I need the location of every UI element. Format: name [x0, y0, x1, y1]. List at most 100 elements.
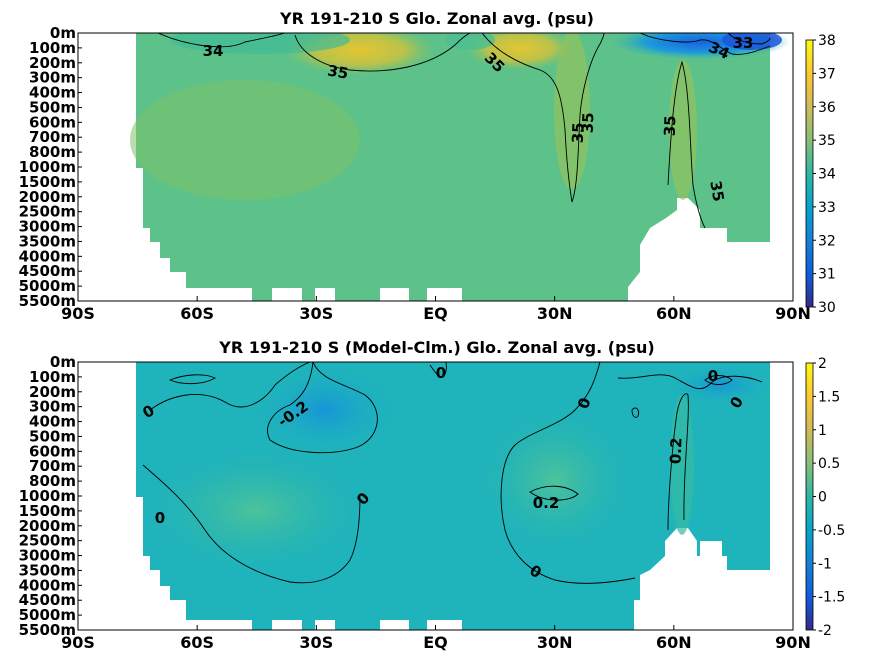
- top-contour: [727, 33, 771, 45]
- colorbar-tick-label: 35: [818, 133, 836, 149]
- y-tick-label: 700m: [29, 128, 76, 146]
- x-tick-label: 90S: [61, 304, 95, 323]
- y-tick-label: 4500m: [19, 262, 76, 280]
- y-tick-label: 4000m: [19, 247, 76, 265]
- colorbar-tick-label: -2: [818, 623, 832, 639]
- bottom-positive-patch: [670, 395, 694, 535]
- top-contour: [667, 60, 706, 229]
- top-colorbar-ticks: 38 37 36 35 34 33 32 31 30: [813, 33, 836, 316]
- bottom-contour: [529, 485, 579, 501]
- y-tick-label: 300m: [29, 69, 76, 87]
- colorbar-tick-label: 0.5: [818, 456, 840, 472]
- y-tick-label: 0m: [50, 353, 76, 371]
- top-contour: [294, 33, 471, 72]
- x-tick-label: 60N: [656, 633, 692, 652]
- top-title: YR 191-210 S Glo. Zonal avg. (psu): [279, 9, 594, 28]
- top-panel: YR 191-210 S Glo. Zonal avg. (psu) 34: [19, 9, 836, 323]
- top-patch: [445, 33, 495, 50]
- y-tick-label: 0m: [50, 24, 76, 42]
- x-tick-label: 90S: [61, 633, 95, 652]
- colorbar-tick-label: 1.5: [818, 389, 840, 405]
- y-tick-label: 300m: [29, 398, 76, 416]
- bottom-contour: [617, 374, 763, 390]
- x-tick-label: 90N: [775, 304, 811, 323]
- y-tick-label: 5500m: [19, 292, 76, 310]
- y-tick-label: 700m: [29, 457, 76, 475]
- contour-label: 35: [579, 112, 598, 133]
- top-fresh-patch: [722, 33, 782, 50]
- x-tick-label: 60S: [180, 304, 214, 323]
- y-tick-label: 600m: [29, 113, 76, 131]
- bottom-contour: [667, 393, 689, 531]
- colorbar-tick-label: 38: [818, 33, 836, 49]
- y-tick-label: 2500m: [19, 532, 76, 550]
- colorbar-tick-label: 2: [818, 356, 827, 372]
- y-tick-label: 500m: [29, 98, 76, 116]
- colorbar-tick-label: 1: [818, 423, 827, 439]
- contour-label: 33: [733, 34, 754, 52]
- x-tick-label: EQ: [423, 633, 448, 652]
- top-patch: [554, 33, 590, 190]
- bottom-colorbar: [805, 362, 814, 631]
- top-contour: [157, 33, 286, 48]
- y-tick-label: 500m: [29, 427, 76, 445]
- x-tick-label: 30S: [299, 633, 333, 652]
- y-tick-label: 100m: [29, 39, 76, 57]
- y-tick-label: 400m: [29, 413, 76, 431]
- y-tick-label: 1500m: [19, 502, 76, 520]
- y-tick-label: 600m: [29, 442, 76, 460]
- top-contour: [481, 33, 605, 203]
- x-tick-label: 60N: [656, 304, 692, 323]
- bottom-contour: [142, 464, 361, 584]
- x-tick-label: 30N: [537, 304, 573, 323]
- bottom-contour: [267, 362, 378, 454]
- contour-label: 0: [155, 509, 165, 527]
- contour-label: 0.2: [667, 437, 686, 464]
- y-tick-label: 2000m: [19, 517, 76, 535]
- colorbar-tick-label: 37: [818, 66, 836, 82]
- x-tick-label: 90N: [775, 633, 811, 652]
- top-patch: [669, 60, 697, 200]
- bottom-y-ticks: 0m100m200m300m400m500m600m700m800m1000m1…: [19, 353, 82, 639]
- bottom-contour: [704, 375, 733, 385]
- bottom-positive-patch: [150, 450, 360, 570]
- colorbar-tick-label: 0: [818, 490, 827, 506]
- bottom-x-ticks: 90S 60S 30S EQ 30N 60N 90N: [61, 625, 811, 652]
- top-colorbar: [805, 39, 814, 308]
- x-tick-label: EQ: [423, 304, 448, 323]
- colorbar-tick-label: 31: [818, 267, 836, 283]
- y-tick-label: 800m: [29, 472, 76, 490]
- bottom-contour: [429, 362, 447, 378]
- bottom-colorbar-ticks: 2 1.5 1 0.5 0 -0.5 -1 -1.5 -2: [813, 356, 845, 639]
- bottom-field: [136, 362, 770, 630]
- contour-label: 35: [706, 179, 727, 203]
- colorbar-tick-label: -0.5: [818, 523, 845, 539]
- y-tick-label: 1000m: [19, 158, 76, 176]
- x-tick-label: 60S: [180, 633, 214, 652]
- contour-label: 35: [326, 61, 350, 82]
- bottom-negative-patch: [670, 365, 770, 405]
- x-tick-label: 30N: [537, 633, 573, 652]
- x-tick-label: 30S: [299, 304, 333, 323]
- colorbar-tick-label: 33: [818, 200, 836, 216]
- bottom-title: YR 191-210 S (Model-Clm.) Glo. Zonal avg…: [218, 338, 655, 357]
- y-tick-label: 3000m: [19, 547, 76, 565]
- contour-label: 0: [436, 364, 446, 382]
- y-tick-label: 4500m: [19, 591, 76, 609]
- bottom-contour: [168, 374, 216, 385]
- bottom-contour: [149, 362, 311, 411]
- y-tick-label: 5000m: [19, 606, 76, 624]
- y-tick-label: 800m: [29, 143, 76, 161]
- colorbar-tick-label: 32: [818, 233, 836, 249]
- y-tick-label: 3500m: [19, 232, 76, 250]
- y-tick-label: 3500m: [19, 561, 76, 579]
- bottom-negative-patch: [255, 365, 395, 455]
- contour-label: 34: [203, 42, 224, 60]
- top-y-ticks: 0m100m200m300m400m500m600m700m800m1000m1…: [19, 24, 82, 310]
- bottom-panel: YR 191-210 S (Model-Clm.) Glo. Zonal avg…: [19, 338, 846, 652]
- y-tick-label: 4000m: [19, 576, 76, 594]
- colorbar-tick-label: -1: [818, 556, 832, 572]
- colorbar-tick-label: 34: [818, 167, 836, 183]
- top-field: [130, 33, 790, 301]
- top-contour: [639, 33, 771, 55]
